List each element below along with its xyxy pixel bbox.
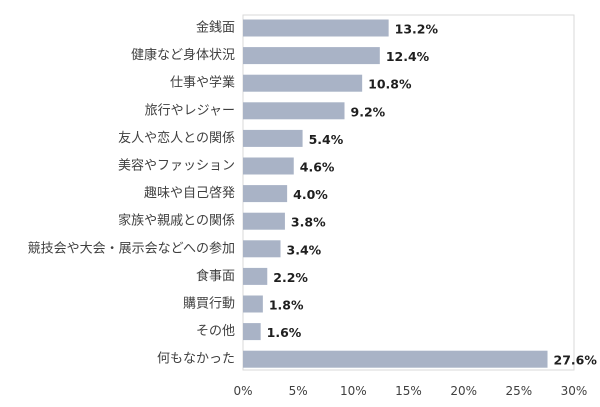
bar (243, 157, 294, 175)
x-tick-label: 15% (395, 384, 422, 398)
category-label: その他 (196, 324, 235, 339)
bar (243, 350, 548, 368)
bar (243, 212, 285, 230)
data-label: 27.6% (554, 353, 598, 368)
category-label: 金銭面 (196, 20, 235, 36)
category-label: 趣味や自己啓発 (144, 186, 235, 201)
category-label: 家族や親戚との関係 (118, 213, 235, 229)
bar (243, 74, 363, 92)
data-label: 9.2% (351, 104, 386, 119)
data-label: 1.6% (267, 325, 302, 340)
bar (243, 129, 303, 147)
category-label: 美容やファッション (118, 158, 235, 174)
x-tick-label: 5% (289, 384, 308, 398)
x-tick-label: 25% (505, 384, 532, 398)
data-label: 13.2% (395, 22, 439, 37)
category-label: 食事面 (196, 268, 235, 284)
data-label: 3.4% (287, 242, 322, 257)
category-label: 旅行やレジャー (145, 103, 235, 118)
category-label: 健康など身体状況 (131, 47, 235, 63)
bar (243, 19, 389, 37)
data-label: 2.2% (273, 270, 308, 285)
x-tick-label: 0% (233, 384, 252, 398)
bar (243, 295, 263, 313)
data-label: 12.4% (386, 49, 430, 64)
data-label: 4.0% (293, 187, 328, 202)
data-label: 10.8% (368, 77, 412, 92)
category-label: 友人や恋人との関係 (118, 130, 235, 146)
bar (243, 102, 345, 120)
data-label: 5.4% (309, 132, 344, 147)
x-tick-label: 20% (450, 384, 477, 398)
x-tick-label: 10% (340, 384, 367, 398)
category-label: 競技会や大会・展示会などへの参加 (28, 240, 235, 256)
bar (243, 267, 268, 285)
category-label: 購買行動 (183, 297, 235, 312)
category-label: 何もなかった (157, 351, 235, 367)
x-tick-label: 30% (561, 384, 588, 398)
bar (243, 240, 281, 258)
data-label: 1.8% (269, 298, 304, 313)
bar (243, 185, 288, 203)
data-label: 4.6% (300, 160, 335, 175)
data-label: 3.8% (291, 215, 326, 230)
bar (243, 323, 261, 341)
category-label: 仕事や学業 (170, 75, 235, 91)
bar (243, 47, 380, 65)
